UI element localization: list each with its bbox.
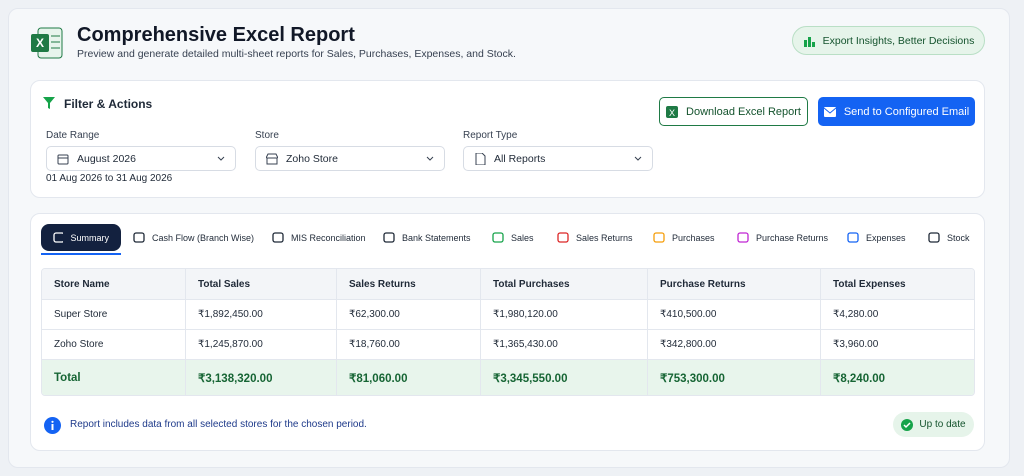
table-cell: ₹4,280.00 (821, 300, 974, 330)
tab-label: MIS Reconciliation (291, 232, 366, 243)
select[interactable]: All Reports (463, 146, 653, 171)
svg-text:X: X (669, 108, 675, 118)
table-cell: Zoho Store (42, 330, 186, 360)
table-cell: ₹410,500.00 (648, 300, 821, 330)
filter-title: Filter & Actions (64, 97, 153, 111)
table-cell: Store Name (42, 269, 186, 300)
tab[interactable]: Stock (928, 224, 970, 251)
tab-underline (41, 253, 121, 255)
svg-text:X: X (36, 36, 44, 50)
filter-icon (43, 97, 55, 109)
table-cell: ₹1,365,430.00 (481, 330, 648, 360)
tab-label: Sales (511, 232, 534, 243)
table-cell: ₹3,345,550.00 (481, 360, 648, 395)
table-cell: Total (42, 360, 186, 395)
title: Comprehensive Excel Report (77, 24, 355, 46)
table-cell: ₹1,980,120.00 (481, 300, 648, 330)
select[interactable]: August 2026 (46, 146, 236, 171)
badge-text: Export Insights, Better Decisions (822, 34, 975, 47)
footer-note: Report includes data from all selected s… (70, 419, 367, 430)
email-button[interactable]: Send to Configured Email (818, 97, 975, 126)
badge: Export Insights, Better Decisions (792, 26, 985, 55)
table-cell: ₹1,892,450.00 (186, 300, 337, 330)
tab-label: Stock (947, 232, 970, 243)
table-cell: Total Sales (186, 269, 337, 300)
table-cell: ₹62,300.00 (337, 300, 481, 330)
table-cell: Purchase Returns (648, 269, 821, 300)
table-cell: ₹3,960.00 (821, 330, 974, 360)
table-cell: ₹753,300.00 (648, 360, 821, 395)
table-cell: ₹3,138,320.00 (186, 360, 337, 395)
tab[interactable]: Cash Flow (Branch Wise) (133, 224, 254, 251)
tab-label: Cash Flow (Branch Wise) (152, 232, 255, 243)
tab-label: Purchase Returns (756, 232, 829, 243)
status-badge: Up to date (893, 412, 974, 437)
table-cell: ₹18,760.00 (337, 330, 481, 360)
tab[interactable]: Purchase Returns (737, 224, 828, 251)
table-cell: Super Store (42, 300, 186, 330)
field-label: Date Range (46, 130, 100, 141)
status-text: Up to date (919, 419, 966, 430)
tab-label: Sales Returns (576, 232, 633, 243)
select-value: August 2026 (77, 152, 136, 165)
tab[interactable]: Summary (41, 224, 121, 251)
tab[interactable]: MIS Reconciliation (272, 224, 366, 251)
tab[interactable]: Sales Returns (557, 224, 633, 251)
table-cell: ₹8,240.00 (821, 360, 974, 395)
email-label: Send to Configured Email (843, 105, 970, 118)
table-cell: ₹342,800.00 (648, 330, 821, 360)
tab[interactable]: Expenses (847, 224, 906, 251)
select-value: Zoho Store (286, 152, 338, 165)
download-button[interactable]: X Download Excel Report (659, 97, 808, 126)
field-label: Report Type (463, 130, 518, 141)
field-label: Store (255, 130, 279, 141)
table-cell: Total Expenses (821, 269, 974, 300)
subtitle: Preview and generate detailed multi-shee… (77, 48, 516, 60)
summary-table: Store Name Total Sales Sales Returns Total … (41, 268, 975, 396)
table-cell: Sales Returns (337, 269, 481, 300)
table-cell: ₹81,060.00 (337, 360, 481, 395)
tab[interactable]: Sales (492, 224, 534, 251)
tab-label: Purchases (672, 232, 715, 243)
date-hint: 01 Aug 2026 to 31 Aug 2026 (46, 173, 173, 184)
download-label: Download Excel Report (686, 105, 801, 118)
tab-label: Bank Statements (402, 232, 471, 243)
tab-label: Summary (70, 232, 109, 243)
table-cell: ₹1,245,870.00 (186, 330, 337, 360)
tab-label: Expenses (866, 232, 906, 243)
select-value: All Reports (494, 152, 546, 165)
excel-icon: X (31, 27, 63, 59)
info-icon (44, 417, 61, 434)
tab[interactable]: Purchases (653, 224, 715, 251)
table-cell: Total Purchases (481, 269, 648, 300)
select[interactable]: Zoho Store (255, 146, 445, 171)
tab[interactable]: Bank Statements (383, 224, 471, 251)
